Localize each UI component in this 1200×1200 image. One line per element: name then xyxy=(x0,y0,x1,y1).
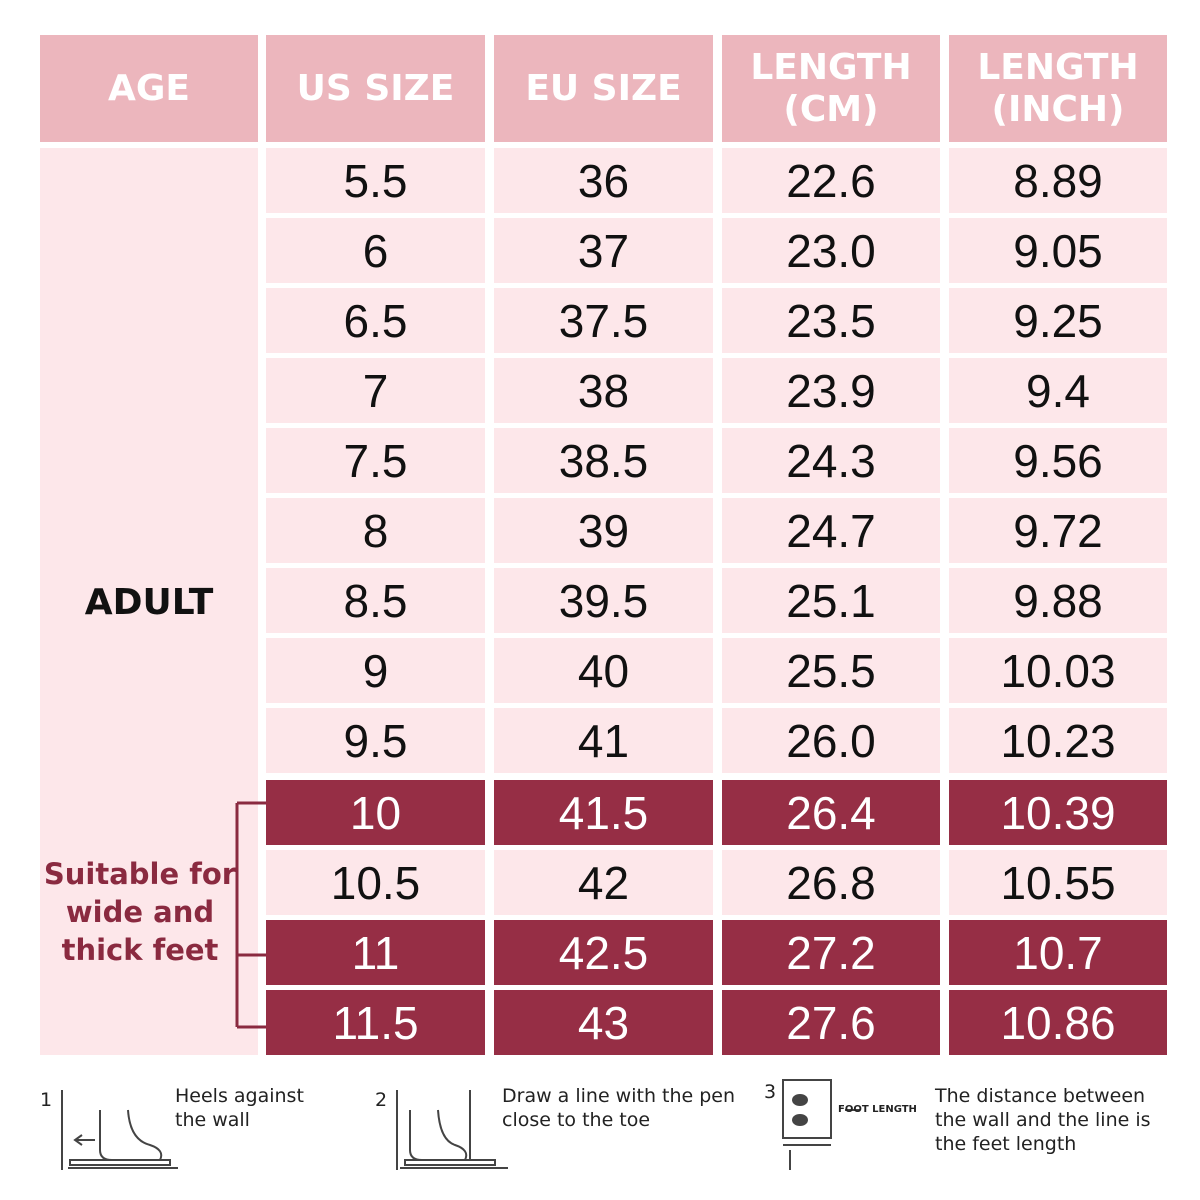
table-cell: 10.7 xyxy=(949,920,1167,985)
table-cell: 24.3 xyxy=(722,428,940,493)
table-cell: 9.88 xyxy=(949,568,1167,633)
header-cell: LENGTH (CM) xyxy=(722,35,940,142)
table-cell: 10 xyxy=(266,780,485,845)
table-cell: 8.89 xyxy=(949,148,1167,213)
table-cell: 10.55 xyxy=(949,850,1167,915)
header-cell: AGE xyxy=(40,35,258,142)
table-cell: 26.8 xyxy=(722,850,940,915)
step-text: Heels against the wall xyxy=(175,1085,304,1131)
header-cell: LENGTH (INCH) xyxy=(949,35,1167,142)
table-cell: 8.5 xyxy=(266,568,485,633)
age-label: ADULT xyxy=(84,581,214,623)
table-cell: 9 xyxy=(266,638,485,703)
table-cell: 38.5 xyxy=(494,428,713,493)
table-cell: 25.5 xyxy=(722,638,940,703)
table-cell: 27.6 xyxy=(722,990,940,1055)
table-cell: 43 xyxy=(494,990,713,1055)
table-cell: 24.7 xyxy=(722,498,940,563)
header-cell: EU SIZE xyxy=(494,35,713,142)
table-cell: 11.5 xyxy=(266,990,485,1055)
table-cell: 36 xyxy=(494,148,713,213)
table-cell: 38 xyxy=(494,358,713,423)
table-cell: 26.4 xyxy=(722,780,940,845)
age-column xyxy=(40,148,258,1055)
table-cell: 10.86 xyxy=(949,990,1167,1055)
table-cell: 42.5 xyxy=(494,920,713,985)
table-cell: 9.05 xyxy=(949,218,1167,283)
table-cell: 11 xyxy=(266,920,485,985)
table-cell: 9.72 xyxy=(949,498,1167,563)
table-cell: 40 xyxy=(494,638,713,703)
step-number: 1 xyxy=(40,1089,53,1111)
table-cell: 26.0 xyxy=(722,708,940,773)
table-cell: 10.03 xyxy=(949,638,1167,703)
table-cell: 27.2 xyxy=(722,920,940,985)
table-cell: 10.39 xyxy=(949,780,1167,845)
table-cell: 37.5 xyxy=(494,288,713,353)
table-cell: 6 xyxy=(266,218,485,283)
step-text: Draw a line with the pen close to the to… xyxy=(502,1085,736,1131)
table-cell: 22.6 xyxy=(722,148,940,213)
table-cell: 7.5 xyxy=(266,428,485,493)
table-cell: 23.5 xyxy=(722,288,940,353)
header-cell: US SIZE xyxy=(266,35,485,142)
table-cell: 9.5 xyxy=(266,708,485,773)
table-cell: 37 xyxy=(494,218,713,283)
table-cell: 7 xyxy=(266,358,485,423)
table-cell: 23.0 xyxy=(722,218,940,283)
step-text: The distance between the wall and the li… xyxy=(935,1085,1151,1155)
table-cell: 10.23 xyxy=(949,708,1167,773)
table-cell: 39 xyxy=(494,498,713,563)
table-cell: 9.56 xyxy=(949,428,1167,493)
table-cell: 41.5 xyxy=(494,780,713,845)
table-cell: 9.25 xyxy=(949,288,1167,353)
table-cell: 6.5 xyxy=(266,288,485,353)
step-number: 3 xyxy=(764,1081,777,1103)
icon-label: FOOT LENGTH xyxy=(838,1104,917,1115)
step-number: 2 xyxy=(375,1089,388,1111)
table-cell: 25.1 xyxy=(722,568,940,633)
table-cell: 5.5 xyxy=(266,148,485,213)
table-cell: 10.5 xyxy=(266,850,485,915)
table-cell: 8 xyxy=(266,498,485,563)
table-cell: 39.5 xyxy=(494,568,713,633)
table-cell: 41 xyxy=(494,708,713,773)
table-cell: 42 xyxy=(494,850,713,915)
table-cell: 9.4 xyxy=(949,358,1167,423)
table-cell: 23.9 xyxy=(722,358,940,423)
wide-note: Suitable for wide and thick feet xyxy=(43,857,237,967)
